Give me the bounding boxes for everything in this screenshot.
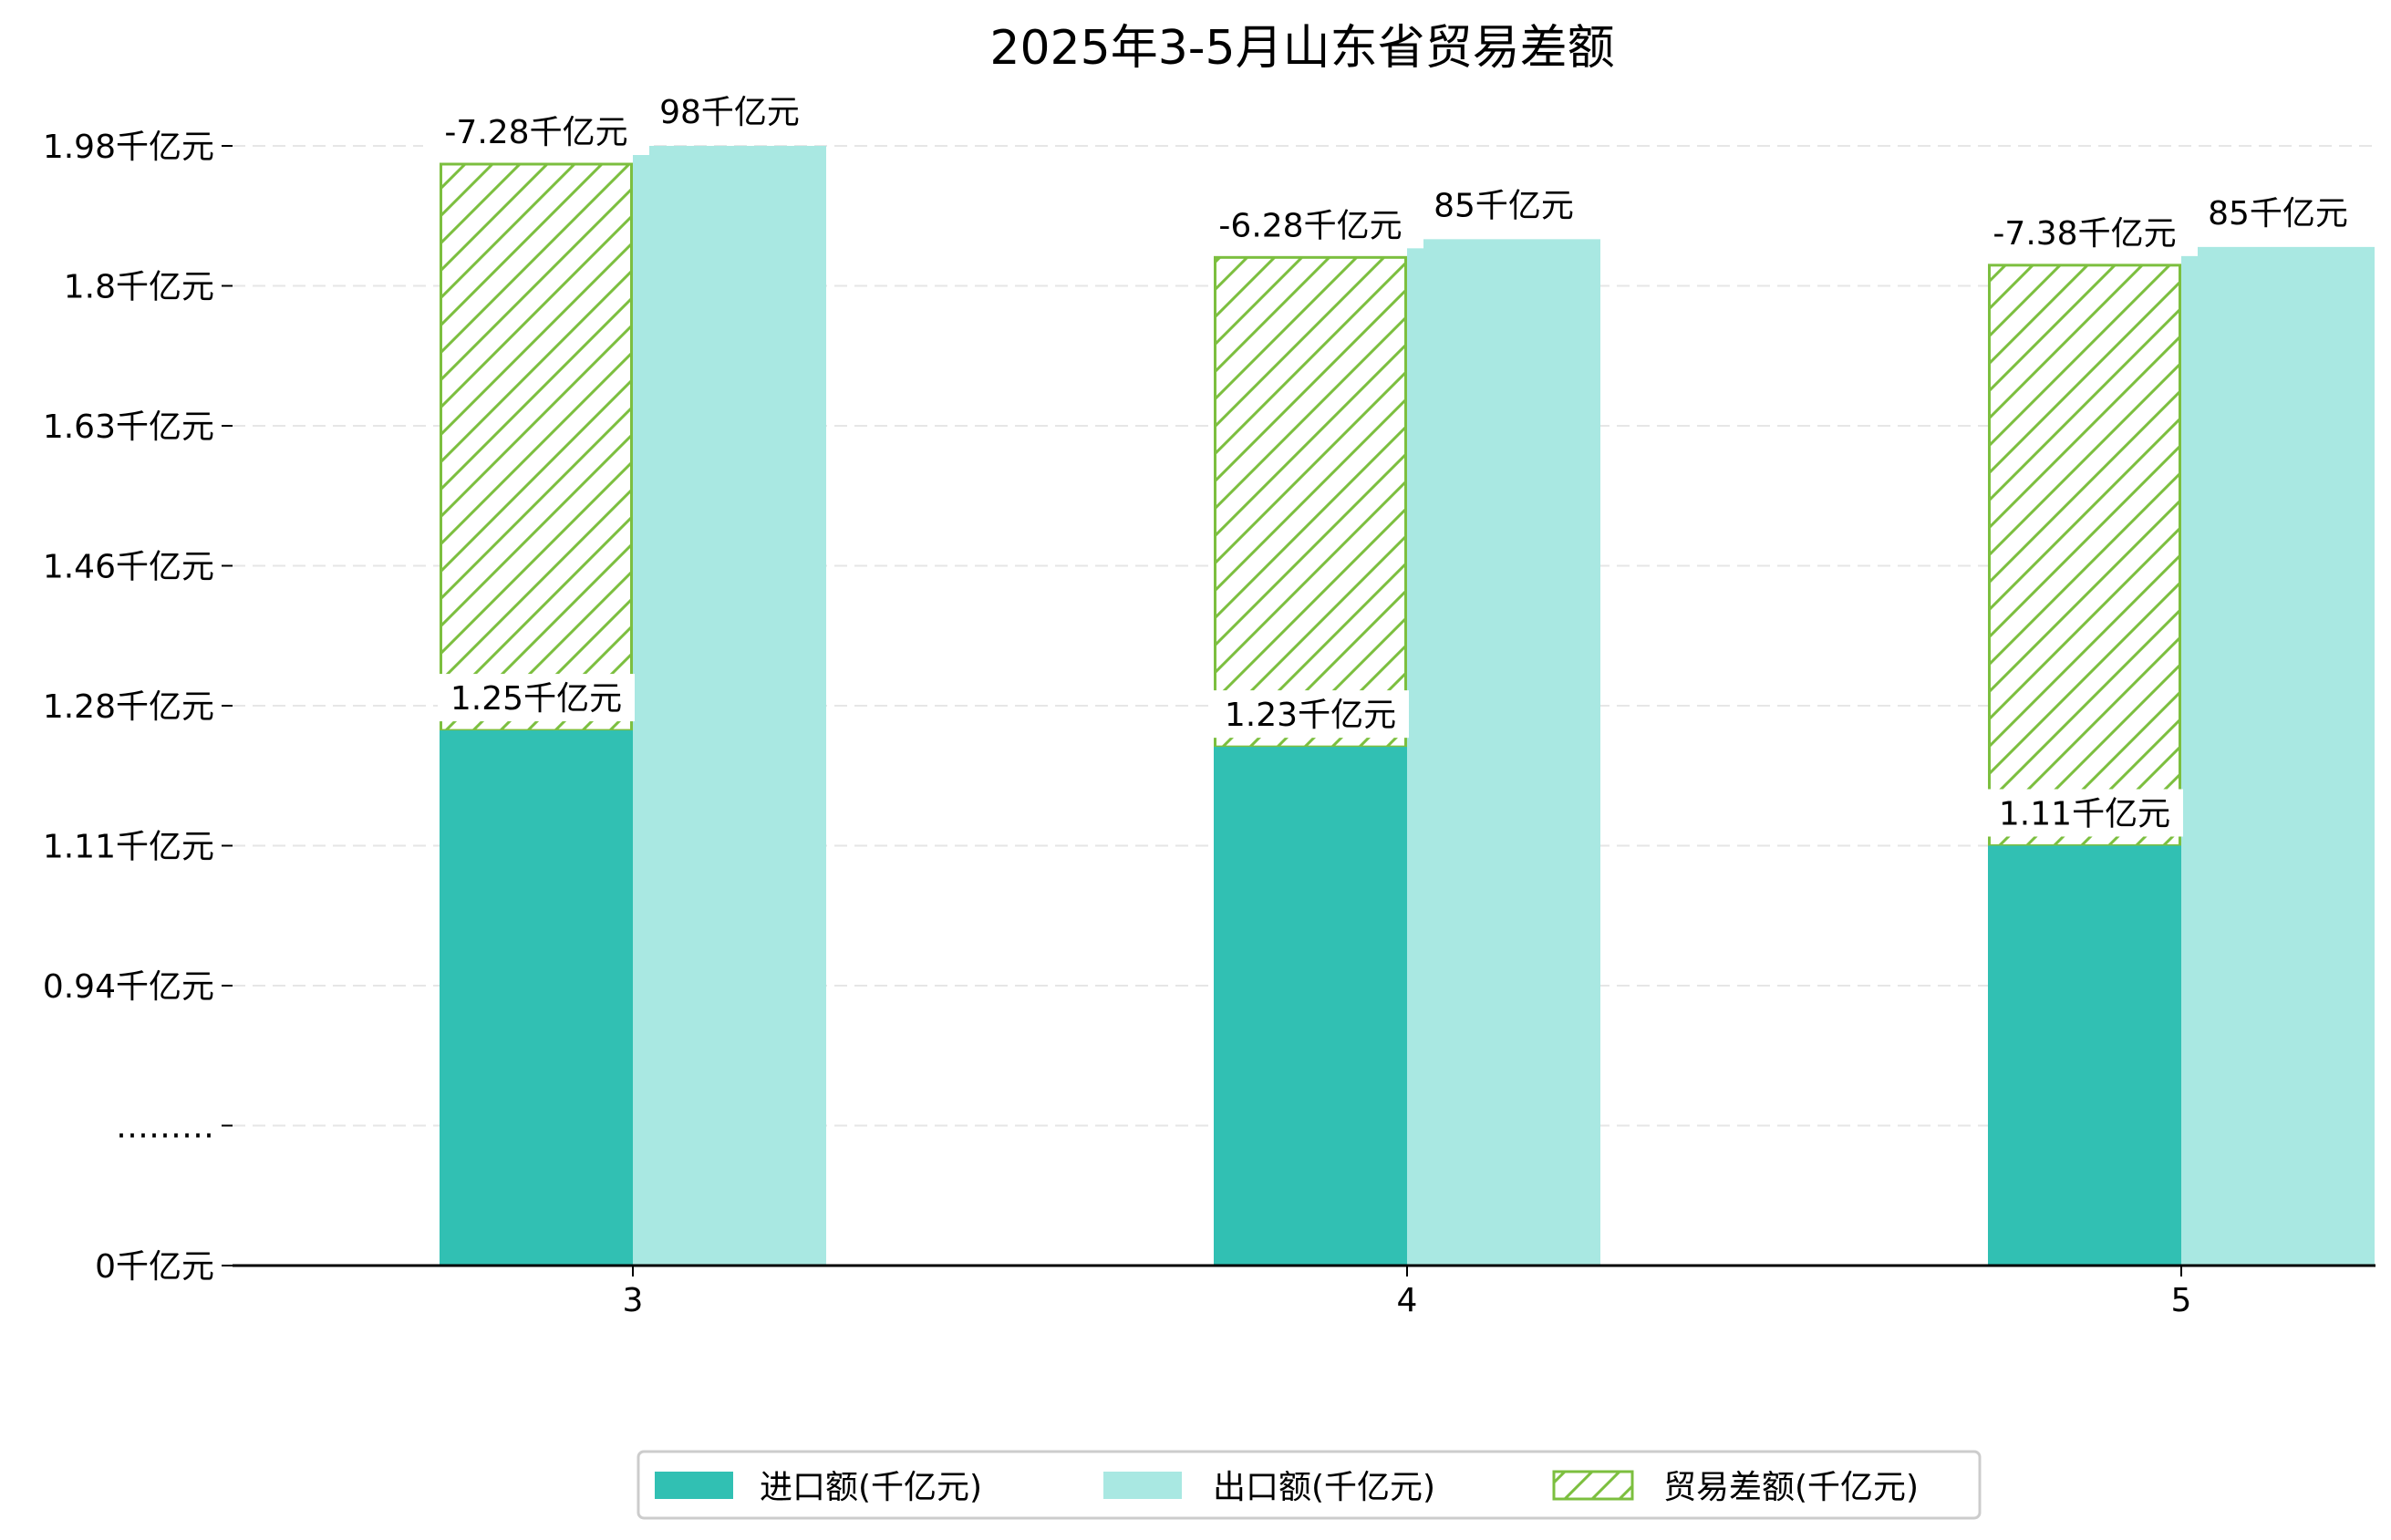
bar-trade-balance (1214, 255, 1407, 749)
label-export: 85千亿元 (2208, 195, 2348, 233)
legend-swatch-balance (1552, 1470, 1634, 1501)
label-trade-balance-bg (1972, 208, 2198, 256)
y-tick-label: 0.94千亿元 (43, 968, 214, 1006)
y-tick-label: 1.98千亿元 (43, 129, 214, 166)
label-import-bg (1212, 690, 1409, 739)
bar-trade-balance (440, 162, 633, 732)
chart-title: 2025年3-5月山东省贸易差额 (989, 21, 1614, 76)
y-tick-label: 1.8千亿元 (64, 269, 214, 306)
legend-swatch-import (655, 1472, 733, 1499)
bar-value-labels: 1.25千亿元 -7.28千亿元 98千亿元 1.23千亿元 -6.28千亿元 85千亿元… (423, 88, 2356, 837)
label-import-bg (1986, 789, 2183, 837)
x-tick-label: 3 (623, 1282, 644, 1319)
x-tick-label: 5 (2171, 1282, 2192, 1319)
y-tick-label: 1.11千亿元 (43, 829, 214, 866)
bars (440, 146, 2375, 1266)
label-export: 85千亿元 (1434, 187, 1574, 224)
x-tick-label: 4 (1397, 1282, 1418, 1319)
y-tick-label: 1.63千亿元 (43, 408, 214, 446)
bar-import (1214, 747, 1407, 1266)
y-tick-label: 1.46千亿元 (43, 549, 214, 586)
legend-swatch-export (1103, 1472, 1182, 1499)
bar-import (440, 730, 633, 1266)
label-import-bg (438, 674, 635, 722)
legend-label-export: 出口额(千亿元) (1213, 1469, 1435, 1506)
label-export-bg (1425, 181, 1582, 229)
legend-frame (637, 1450, 1982, 1520)
y-tick-label: 1.28千亿元 (43, 688, 214, 726)
label-trade-balance-bg (423, 108, 649, 155)
label-trade-balance: -6.28千亿元 (1218, 207, 1402, 244)
label-import: 1.23千亿元 (1225, 697, 1396, 734)
x-axis: 3 4 5 (623, 1266, 2192, 1319)
bar-export (633, 146, 826, 1266)
label-import: 1.11千亿元 (1999, 796, 2170, 833)
y-tick-label: 0千亿元 (95, 1248, 214, 1286)
label-export-bg (2200, 188, 2356, 236)
y-tick-label: ……… (116, 1109, 214, 1146)
label-import: 1.25千亿元 (450, 680, 622, 718)
y-axis: 0千亿元 ……… 0.94千亿元 1.11千亿元 1.28千亿元 1.46千亿元 1.63千… (43, 129, 233, 1286)
bar-export (2181, 246, 2375, 1266)
label-export: 98千亿元 (659, 94, 800, 131)
label-trade-balance-bg (1197, 201, 1423, 249)
label-export-bg (651, 88, 808, 135)
bar-export (1407, 239, 1600, 1266)
legend-label-import: 进口额(千亿元) (760, 1469, 982, 1506)
legend-label-balance: 贸易差额(千亿元) (1663, 1469, 1919, 1506)
bar-trade-balance (1988, 264, 2181, 848)
bar-import (1988, 845, 2181, 1266)
label-trade-balance: -7.38千亿元 (1992, 215, 2176, 253)
legend: 进口额(千亿元) 出口额(千亿元) 贸易差额(千亿元) (637, 1450, 1982, 1520)
label-trade-balance: -7.28千亿元 (444, 114, 627, 151)
